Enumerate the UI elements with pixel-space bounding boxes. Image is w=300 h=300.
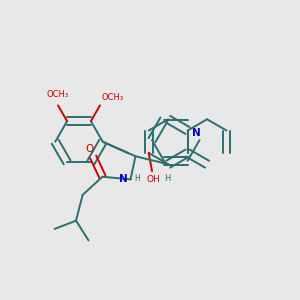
Text: H: H [134,174,140,183]
Text: H: H [165,174,171,183]
Text: OH: OH [146,175,160,184]
Text: OCH₃: OCH₃ [47,91,69,100]
Text: O: O [85,144,93,154]
Text: OCH₃: OCH₃ [102,93,124,102]
Text: N: N [192,128,200,138]
Text: N: N [119,174,128,184]
